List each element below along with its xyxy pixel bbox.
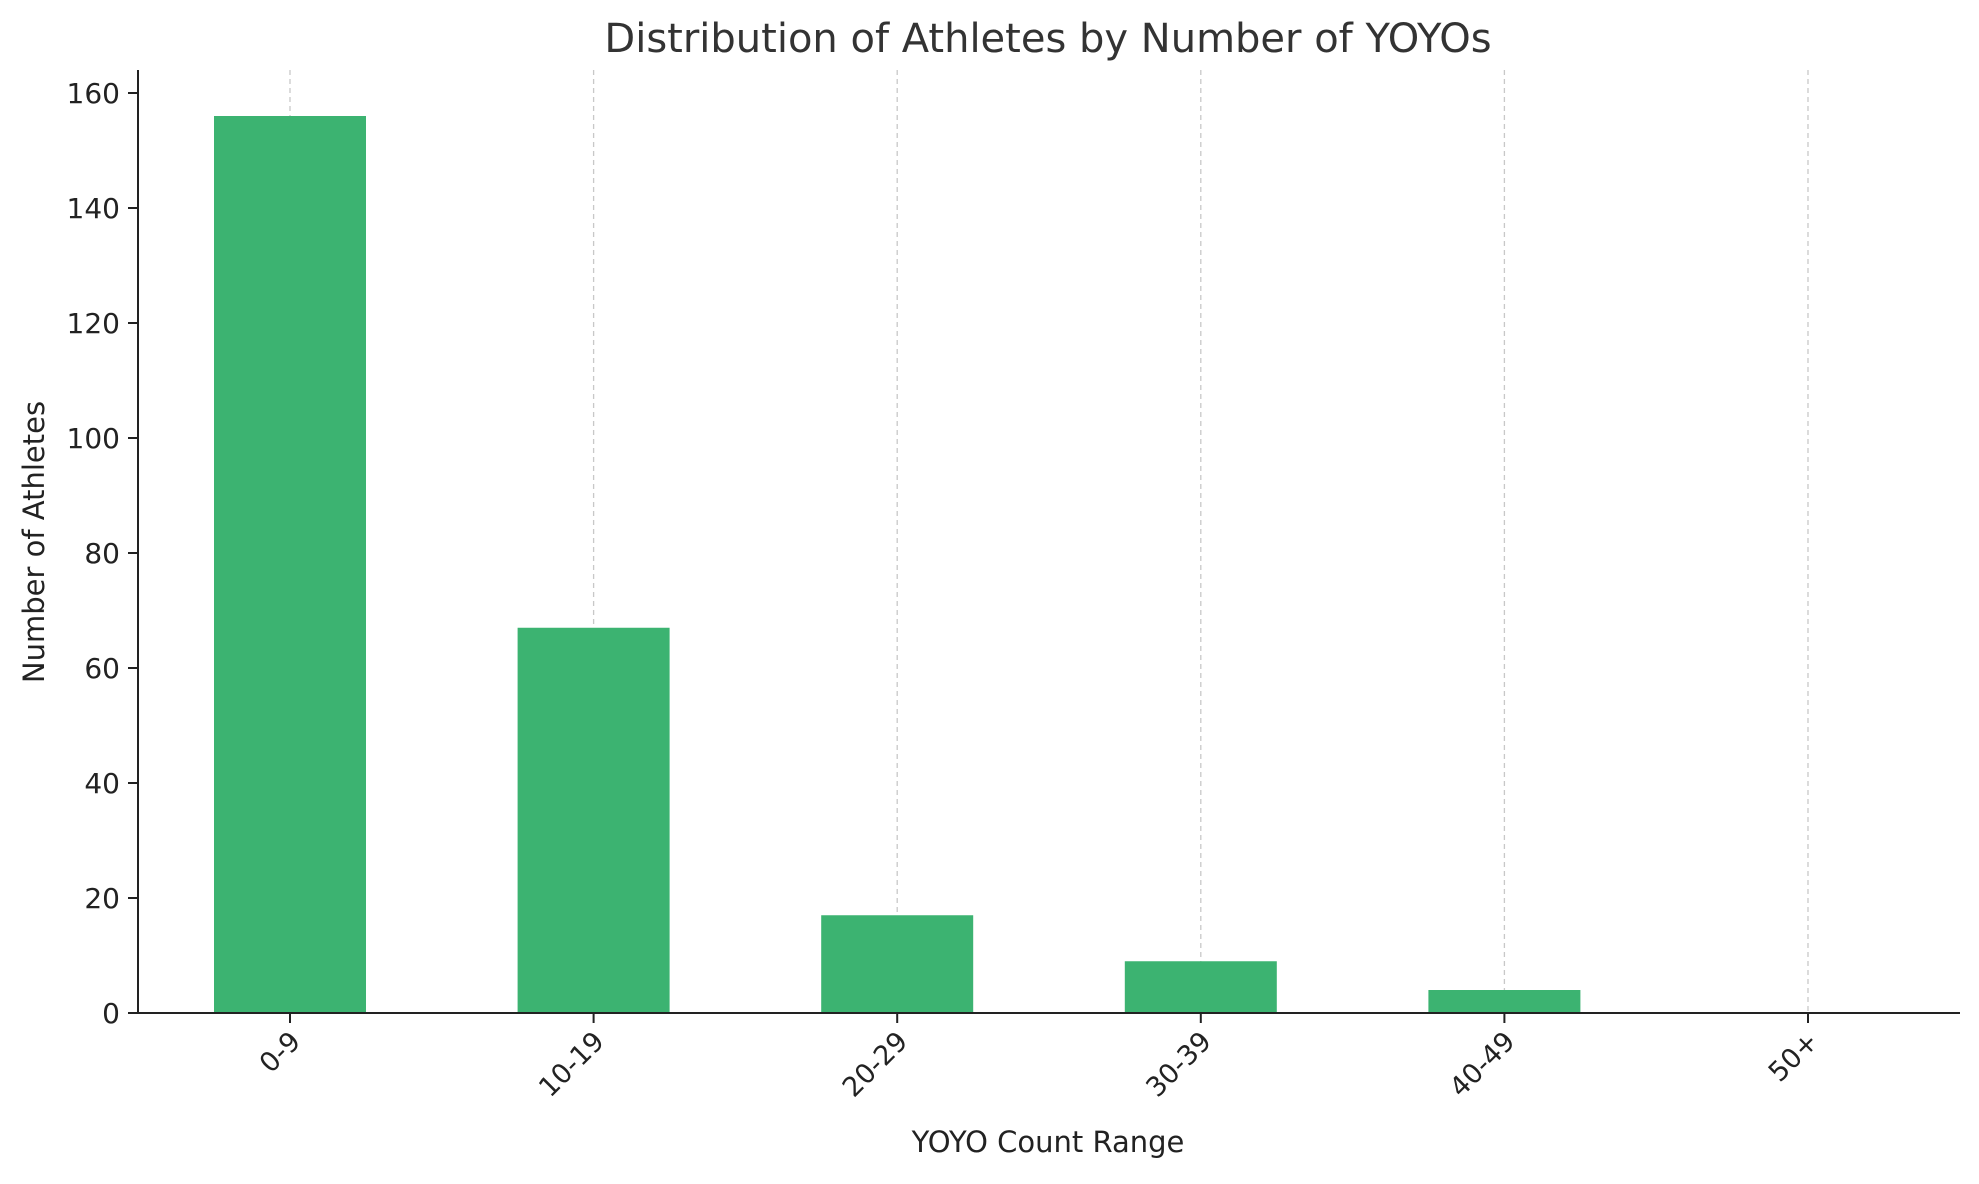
y-tick-label-160: 160 bbox=[67, 77, 120, 110]
x-tick-label-40-49: 40-49 bbox=[1444, 1026, 1521, 1103]
y-tick-label-40: 40 bbox=[84, 767, 120, 800]
y-tick-label-140: 140 bbox=[67, 192, 120, 225]
axes bbox=[137, 70, 1960, 1014]
bar-10-19 bbox=[517, 627, 670, 1013]
y-tick-label-0: 0 bbox=[102, 997, 120, 1030]
y-tick-label-60: 60 bbox=[84, 652, 120, 685]
y-tick-label-100: 100 bbox=[67, 422, 120, 455]
x-tick-label-30-39: 30-39 bbox=[1140, 1026, 1217, 1103]
y-tick-label-20: 20 bbox=[84, 882, 120, 915]
x-ticks: 0-9 10-19 20-29 30-39 40-49 50+ bbox=[254, 1013, 1825, 1103]
x-axis-label: YOYO Count Range bbox=[911, 1125, 1185, 1159]
x-tick-label-10-19: 10-19 bbox=[533, 1026, 610, 1103]
bar-30-39 bbox=[1124, 961, 1277, 1013]
y-tick-label-80: 80 bbox=[84, 537, 120, 570]
x-tick-label-0-9: 0-9 bbox=[254, 1026, 307, 1079]
bar-0-9 bbox=[214, 116, 366, 1013]
x-tick-label-50+: 50+ bbox=[1763, 1026, 1825, 1088]
y-tick-label-120: 120 bbox=[67, 307, 120, 340]
bar-40-49 bbox=[1428, 990, 1581, 1013]
chart-title: Distribution of Athletes by Number of YO… bbox=[604, 16, 1491, 62]
bar-20-29 bbox=[821, 915, 974, 1013]
x-tick-label-20-29: 20-29 bbox=[837, 1026, 914, 1103]
y-axis-label: Number of Athletes bbox=[17, 401, 51, 683]
y-ticks: 0 20 40 60 80 100 120 140 160 bbox=[67, 77, 138, 1030]
bars bbox=[214, 116, 1581, 1013]
